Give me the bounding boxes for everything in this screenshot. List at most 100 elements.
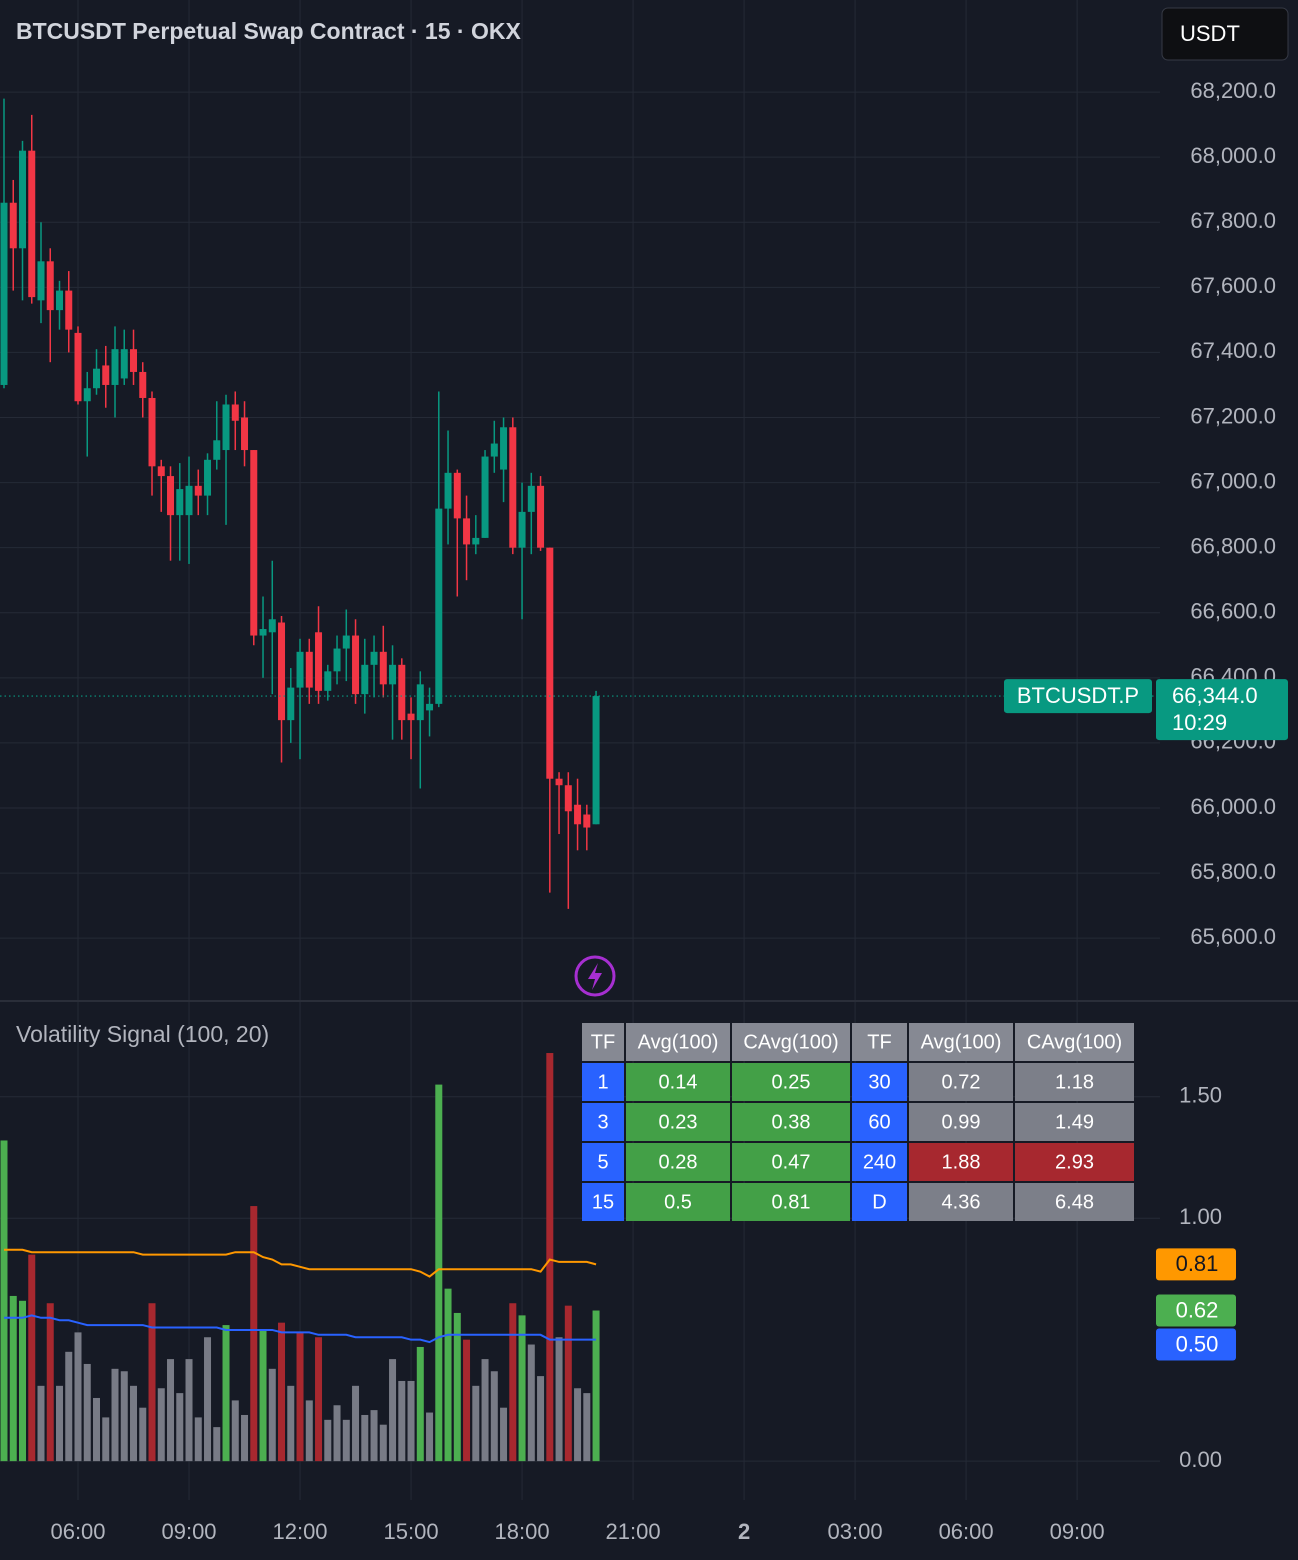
volatility-bar [296,1332,304,1462]
candle-body [537,485,545,548]
candle-body [176,489,184,516]
table-header-cell [909,1023,1013,1061]
candle-body [361,664,369,695]
candle-body [407,713,415,721]
x-tick-label: 18:00 [495,1519,550,1544]
candle-body [148,397,156,467]
table-cell-text: 15 [592,1191,614,1213]
volatility-bar [28,1254,36,1462]
table-cell-text: 240 [863,1151,896,1173]
table-header-text: TF [867,1031,891,1053]
volatility-bar [592,1310,600,1462]
candle-body [287,687,295,721]
candle-body [250,450,258,636]
volatility-bar [148,1303,156,1462]
volatility-bar [527,1344,535,1462]
volatility-bar [222,1325,230,1462]
currency-button-label[interactable]: USDT [1180,21,1240,46]
table-cell-text: 1 [597,1071,608,1093]
x-tick-label: 2 [738,1519,750,1544]
volatility-bar [333,1405,341,1462]
volatility-bar [435,1084,443,1462]
table-cell [1015,1063,1134,1101]
candle-body [546,547,554,779]
volatility-bar [157,1388,165,1462]
candle-body [583,814,591,828]
x-tick-label: 06:00 [939,1519,994,1544]
volatility-bar [500,1407,508,1462]
candle-body [472,537,480,545]
volatility-bar [176,1393,184,1462]
volatility-bar [352,1385,360,1462]
volatility-bar [546,1053,554,1462]
volatility-bar [453,1312,461,1462]
candle-body [139,371,147,398]
volatility-bar [231,1400,239,1462]
volatility-bar [18,1300,26,1462]
candle-body [83,388,91,402]
candle-body [194,485,202,496]
candle-body [46,261,54,311]
candle-body [370,651,378,665]
table-cell [626,1103,730,1141]
candle-body [204,459,212,496]
candle-body [56,290,64,311]
x-tick-label: 09:00 [1050,1519,1105,1544]
volatility-bar [278,1322,286,1462]
table-cell [626,1063,730,1101]
candle-body [28,150,36,298]
candle-body [241,417,249,451]
table-cell [909,1183,1013,1221]
x-tick-label: 03:00 [828,1519,883,1544]
table-cell-text: 2.93 [1055,1151,1094,1173]
volatility-bar [463,1339,471,1462]
y-tick-label: 65,600.0 [1190,924,1276,949]
x-tick-label: 15:00 [384,1519,439,1544]
alert-bolt[interactable] [588,963,602,990]
y-tick-label: 1.50 [1179,1083,1222,1108]
candle-body [231,404,239,421]
value-badge [1156,1248,1236,1281]
volatility-bar [139,1407,147,1462]
alert-icon[interactable] [574,955,616,997]
candle-body [416,684,424,721]
candle-body [555,778,563,786]
table-cell [582,1183,624,1221]
candle-body [352,635,360,695]
table-cell [852,1063,907,1101]
candle-body [435,508,443,704]
volatility-bar [583,1393,591,1462]
volatility-bar [490,1371,498,1462]
volatility-bar [56,1385,64,1462]
candle-body [296,651,304,688]
y-tick-label: 0.00 [1179,1447,1222,1472]
value-badge-label: 0.62 [1176,1297,1219,1322]
table-cell-text: 0.99 [942,1111,981,1133]
currency-button-bg[interactable] [1161,7,1289,61]
table-cell [626,1143,730,1181]
volatility-bar [361,1414,369,1462]
candle-body [102,365,110,385]
x-tick-label: 21:00 [606,1519,661,1544]
candle-body [18,150,26,249]
table-header-text: CAvg(100) [743,1031,838,1053]
candle-body [305,651,313,688]
table-cell [626,1183,730,1221]
volatility-bar [398,1380,406,1462]
value-badge-label: 0.50 [1176,1331,1219,1356]
volatility-bar [130,1385,138,1462]
table-header-cell [582,1023,624,1061]
table-cell-text: 0.81 [772,1191,811,1213]
alert-circle[interactable] [574,955,616,997]
currency-button[interactable]: USDT [1161,7,1289,61]
volatility-bar [46,1303,54,1462]
volatility-bar [185,1359,193,1462]
table-cell-text: 1.49 [1055,1111,1094,1133]
y-tick-label: 1.00 [1179,1204,1222,1229]
indicator-title: Volatility Signal (100, 20) [16,1021,269,1047]
volatility-bar [407,1380,415,1462]
volatility-bar [194,1417,202,1462]
candle-body [500,427,508,470]
y-tick-label: 68,200.0 [1190,78,1276,103]
